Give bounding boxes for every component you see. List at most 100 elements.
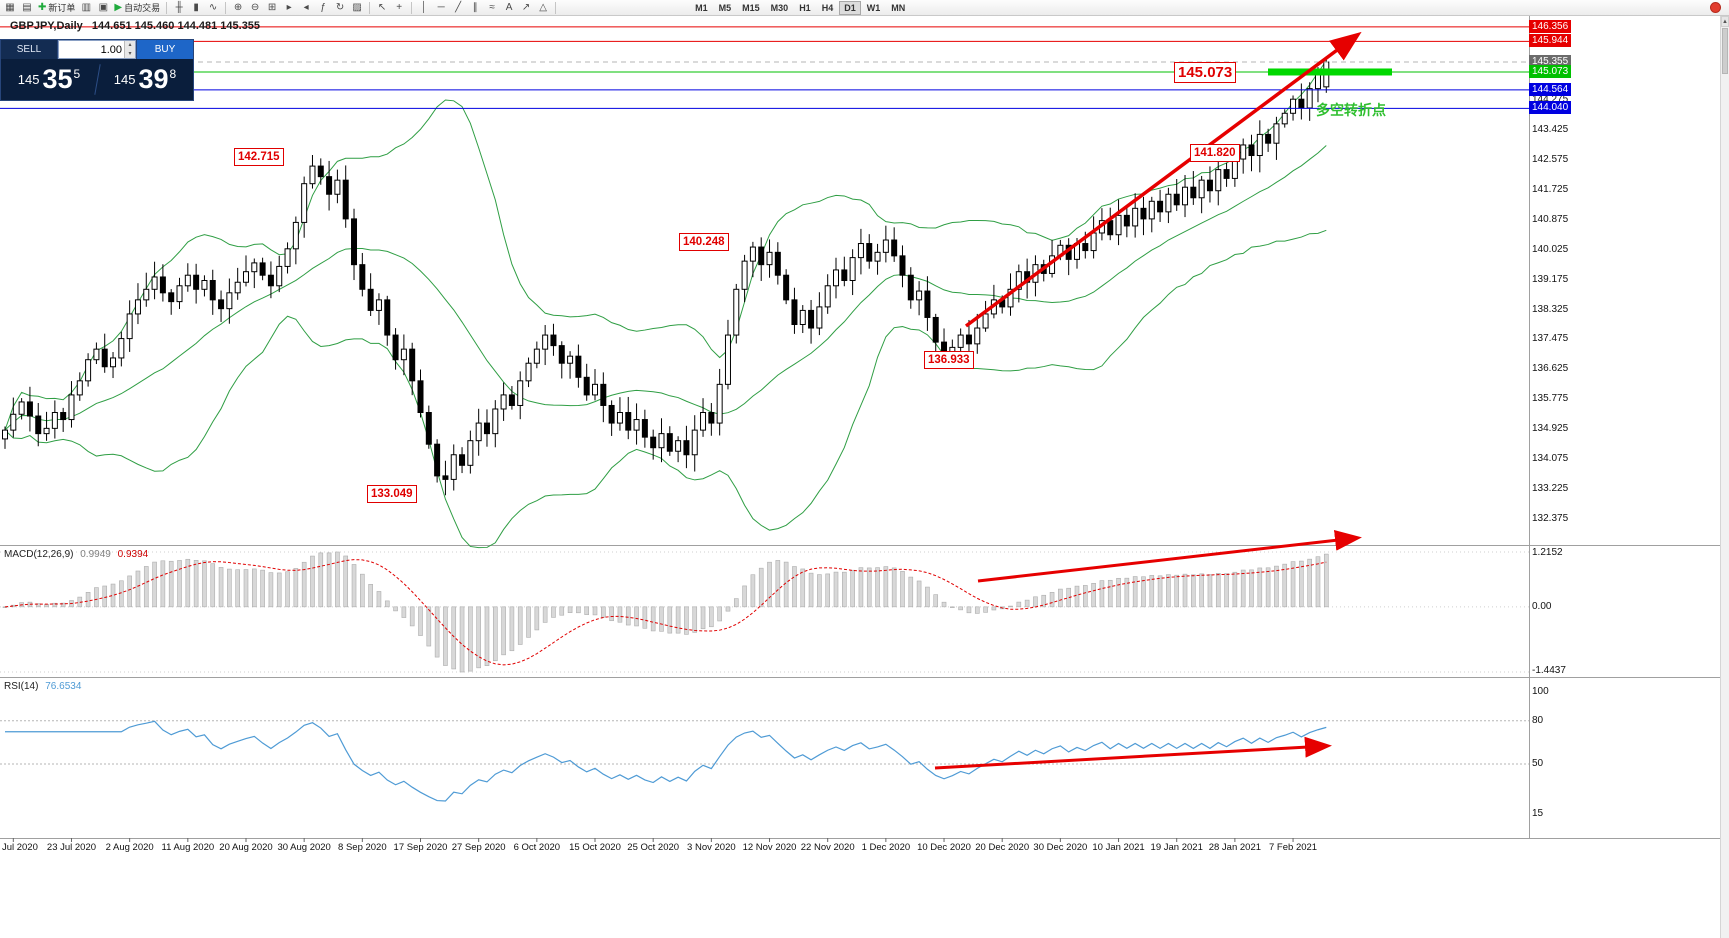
rsi-name: RSI(14) <box>4 681 39 692</box>
rsi-value: 76.6534 <box>45 681 82 692</box>
time-axis-label: 17 Sep 2020 <box>393 842 448 853</box>
indicators-icon[interactable]: ƒ <box>315 1 331 15</box>
time-axis-label: 1 Dec 2020 <box>861 842 911 853</box>
profiles-icon-glyph: ▤ <box>22 2 32 13</box>
time-axis-label: 16 Jul 2020 <box>0 842 38 853</box>
trade-panel-header: SELL ▴ ▾ BUY <box>1 40 193 59</box>
vertical-line-icon-glyph: │ <box>421 2 428 13</box>
rsi-axis-label: 50 <box>1532 758 1544 769</box>
time-axis-label: 10 Jan 2021 <box>1092 842 1145 853</box>
text-label-icon[interactable]: A <box>501 1 517 15</box>
price-axis-label: 132.375 <box>1532 513 1569 524</box>
price-axis-label: 137.475 <box>1532 333 1569 345</box>
scroll-up-button[interactable]: ▲ <box>1721 16 1729 27</box>
price-axis-label: 140.875 <box>1532 213 1569 225</box>
timeframe-m5[interactable]: M5 <box>718 2 732 13</box>
price-callout[interactable]: 142.715 <box>234 148 284 166</box>
timeframe-d1[interactable]: D1 <box>839 0 861 15</box>
price-callout[interactable]: 141.820 <box>1190 144 1240 162</box>
rsi-levels <box>0 720 1529 765</box>
trendline-icon[interactable]: ╱ <box>450 1 466 15</box>
buy-price[interactable]: 145 39 8 <box>97 59 193 100</box>
profiles-icon[interactable]: ▤ <box>19 1 35 15</box>
time-axis-label: 30 Dec 2020 <box>1033 842 1088 853</box>
time-axis-label: 7 Feb 2021 <box>1269 842 1318 853</box>
periods-icon[interactable]: ↻ <box>332 1 348 15</box>
horizontal-line-icon[interactable]: ─ <box>433 1 449 15</box>
price-tag: 145.073 <box>1529 64 1572 78</box>
indicators-icon-glyph: ƒ <box>320 2 326 13</box>
price-axis-label: 143.425 <box>1532 124 1569 135</box>
timeframe-m30[interactable]: M30 <box>770 2 789 13</box>
horizontal-levels[interactable] <box>0 26 1529 109</box>
toolbar-separator <box>225 1 227 14</box>
time-axis-label: 12 Nov 2020 <box>742 842 797 853</box>
vertical-scrollbar[interactable]: ▲ <box>1720 16 1729 938</box>
price-callout[interactable]: 136.933 <box>924 351 974 369</box>
line-chart-icon[interactable]: ∿ <box>205 1 221 15</box>
candlestick-chart-icon[interactable]: ▮ <box>188 1 204 15</box>
lot-decrease-button[interactable]: ▾ <box>128 50 132 57</box>
timeframe-w1[interactable]: W1 <box>866 2 881 13</box>
new-chart-icon[interactable]: ▦ <box>2 1 18 15</box>
autotrading-button-glyph: ▶ <box>114 2 123 13</box>
macd-axis-label: 0.00 <box>1532 600 1552 612</box>
lot-increase-button[interactable]: ▴ <box>128 42 132 48</box>
chart-shift-icon[interactable]: ◂ <box>298 1 314 15</box>
ohlc-values: 144.651 145.460 144.481 145.355 <box>91 20 261 32</box>
turning-point-note[interactable]: 多空转折点 <box>1316 102 1386 118</box>
price-callout[interactable]: 145.073 <box>1174 62 1237 83</box>
crosshair-icon[interactable]: + <box>391 1 407 15</box>
zoom-out-icon[interactable]: ⊖ <box>247 1 263 15</box>
candlestick-series <box>2 58 1330 496</box>
price-callout[interactable]: 133.049 <box>367 485 417 503</box>
lot-size-field: ▴ ▾ <box>58 40 136 59</box>
price-axis-label: 134.925 <box>1532 423 1569 435</box>
buy-button[interactable]: BUY <box>136 40 193 59</box>
shapes-icon-glyph: △ <box>539 2 547 13</box>
lot-size-input[interactable] <box>59 41 124 58</box>
cursor-icon-glyph: ↖ <box>377 2 387 13</box>
scrollbar-thumb[interactable] <box>1722 28 1728 74</box>
price-tag: 145.355 <box>1529 55 1572 69</box>
timeframe-mn[interactable]: MN <box>891 2 906 13</box>
new-chart-icon-glyph: ▦ <box>5 2 15 13</box>
new-order-button[interactable]: ✚ 新订单 <box>36 1 77 15</box>
templates-icon[interactable]: ▨ <box>349 1 365 15</box>
depth-of-market-icon[interactable]: ▣ <box>95 1 111 15</box>
timeframe-m1[interactable]: M1 <box>695 2 708 13</box>
lot-spinner: ▴ ▾ <box>124 41 135 58</box>
timeframe-h1[interactable]: H1 <box>799 2 811 13</box>
timeframe-m15[interactable]: M15 <box>742 2 760 13</box>
rsi-axis-label: 80 <box>1532 714 1544 726</box>
sell-button[interactable]: SELL <box>1 40 58 59</box>
vertical-line-icon[interactable]: │ <box>416 1 432 15</box>
timeframe-h4[interactable]: H4 <box>821 2 834 13</box>
trendline-icon-glyph: ╱ <box>455 2 462 13</box>
cursor-icon[interactable]: ↖ <box>374 1 390 15</box>
time-axis-label: 19 Jan 2021 <box>1150 842 1203 853</box>
buy-price-pips: 39 <box>138 64 169 94</box>
trend-arrows[interactable] <box>934 31 1362 770</box>
bar-chart-icon[interactable]: ╫ <box>171 1 187 15</box>
auto-scroll-icon[interactable]: ▸ <box>281 1 297 15</box>
autotrading-button[interactable]: ▶ 自动交易 <box>112 1 162 15</box>
timeframe-switcher: M1 M5 M15 M30 H1 H4 D1 W1 MN <box>690 0 910 15</box>
chart-window-icon[interactable]: ▥ <box>78 1 94 15</box>
price-axis-label: 136.625 <box>1532 363 1569 375</box>
time-axis-label: 25 Oct 2020 <box>627 842 680 853</box>
zoom-in-icon[interactable]: ⊕ <box>230 1 246 15</box>
price-callout[interactable]: 140.248 <box>679 233 729 251</box>
tile-windows-icon[interactable]: ⊞ <box>264 1 280 15</box>
sell-price[interactable]: 145 35 5 <box>1 59 97 100</box>
fibonacci-icon[interactable]: ≈ <box>484 1 500 15</box>
community-alert-icon[interactable] <box>1710 2 1721 13</box>
arrows-icon[interactable]: ↗ <box>518 1 534 15</box>
equidistant-channel-icon[interactable]: ∥ <box>467 1 483 15</box>
depth-of-market-icon-glyph: ▣ <box>98 2 109 13</box>
shapes-icon[interactable]: △ <box>535 1 551 15</box>
rsi-axis-label: 15 <box>1532 808 1544 820</box>
toolbar-separator <box>166 1 168 14</box>
time-axis-label: 28 Jan 2021 <box>1208 842 1262 853</box>
